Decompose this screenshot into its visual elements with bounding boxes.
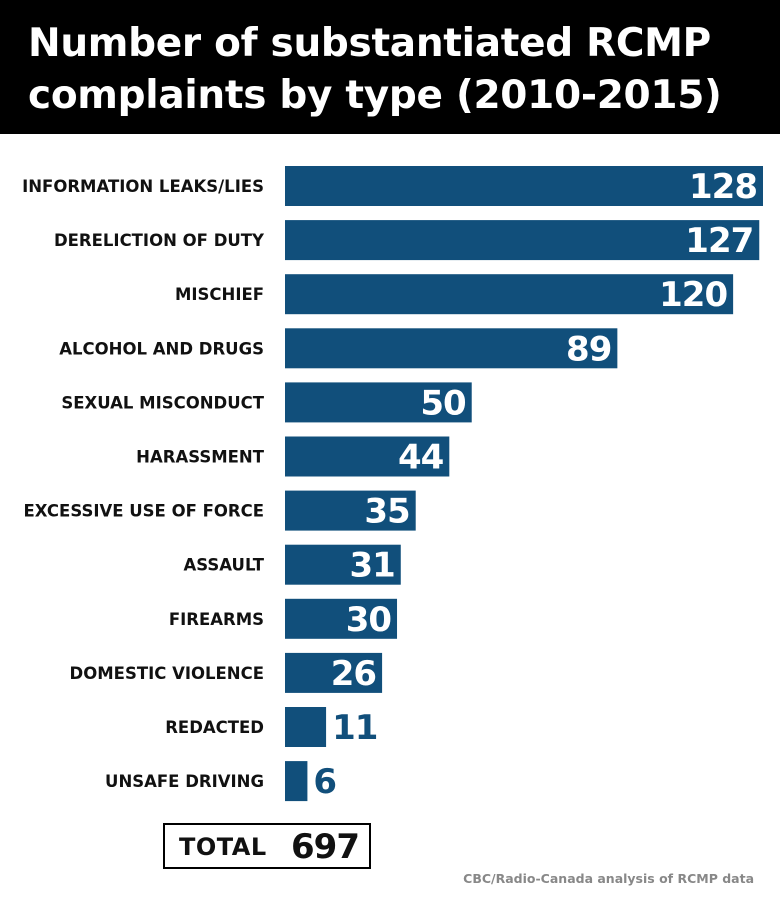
- category-label: ASSAULT: [184, 556, 265, 575]
- category-label: MISCHIEF: [175, 285, 264, 304]
- source-note: CBC/Radio-Canada analysis of RCMP data: [463, 871, 754, 886]
- bar: [285, 490, 416, 531]
- total-label: TOTAL: [179, 833, 267, 861]
- bar: [285, 274, 734, 315]
- value-label: 128: [689, 167, 757, 207]
- title-banner: Number of substantiated RCMP complaints …: [0, 0, 780, 134]
- category-label: HARASSMENT: [136, 448, 265, 467]
- category-label: DERELICTION OF DUTY: [54, 231, 265, 250]
- bar: [285, 166, 763, 206]
- bar: [285, 220, 760, 261]
- bar: [285, 544, 401, 585]
- bar: [285, 382, 472, 423]
- total-box: TOTAL 697: [163, 823, 371, 869]
- category-label: SEXUAL MISCONDUCT: [61, 393, 264, 412]
- value-label: 127: [685, 221, 753, 261]
- chart-title: Number of substantiated RCMP complaints …: [28, 18, 768, 122]
- category-label: UNSAFE DRIVING: [105, 772, 264, 791]
- value-label: 44: [398, 438, 444, 478]
- bar: [285, 707, 327, 747]
- bar: [285, 598, 398, 639]
- value-label: 89: [566, 329, 611, 369]
- chart-title-line-2: complaints by type (2010-2015): [28, 73, 722, 118]
- value-label: 6: [313, 762, 336, 802]
- total-value: 697: [291, 827, 360, 867]
- bar: [285, 436, 450, 477]
- category-label: REDACTED: [165, 718, 264, 737]
- category-label: EXCESSIVE USE OF FORCE: [24, 502, 264, 521]
- value-label: 26: [331, 654, 376, 694]
- bar: [285, 328, 618, 369]
- value-label: 50: [420, 383, 466, 423]
- category-label: ALCOHOL AND DRUGS: [59, 339, 264, 358]
- value-label: 31: [349, 546, 394, 586]
- value-label: 30: [346, 600, 392, 640]
- chart-title-line-1: Number of substantiated RCMP: [28, 21, 711, 66]
- category-label: INFORMATION LEAKS/LIES: [22, 177, 264, 196]
- category-label: FIREARMS: [169, 610, 264, 629]
- value-label: 120: [659, 275, 727, 315]
- value-label: 35: [364, 492, 409, 532]
- bar: [285, 652, 383, 693]
- value-label: 11: [332, 708, 377, 748]
- category-label: DOMESTIC VIOLENCE: [70, 664, 264, 683]
- bar: [285, 761, 308, 802]
- bar-chart: INFORMATION LEAKS/LIES 128 DERELICTION OF …: [22, 166, 763, 802]
